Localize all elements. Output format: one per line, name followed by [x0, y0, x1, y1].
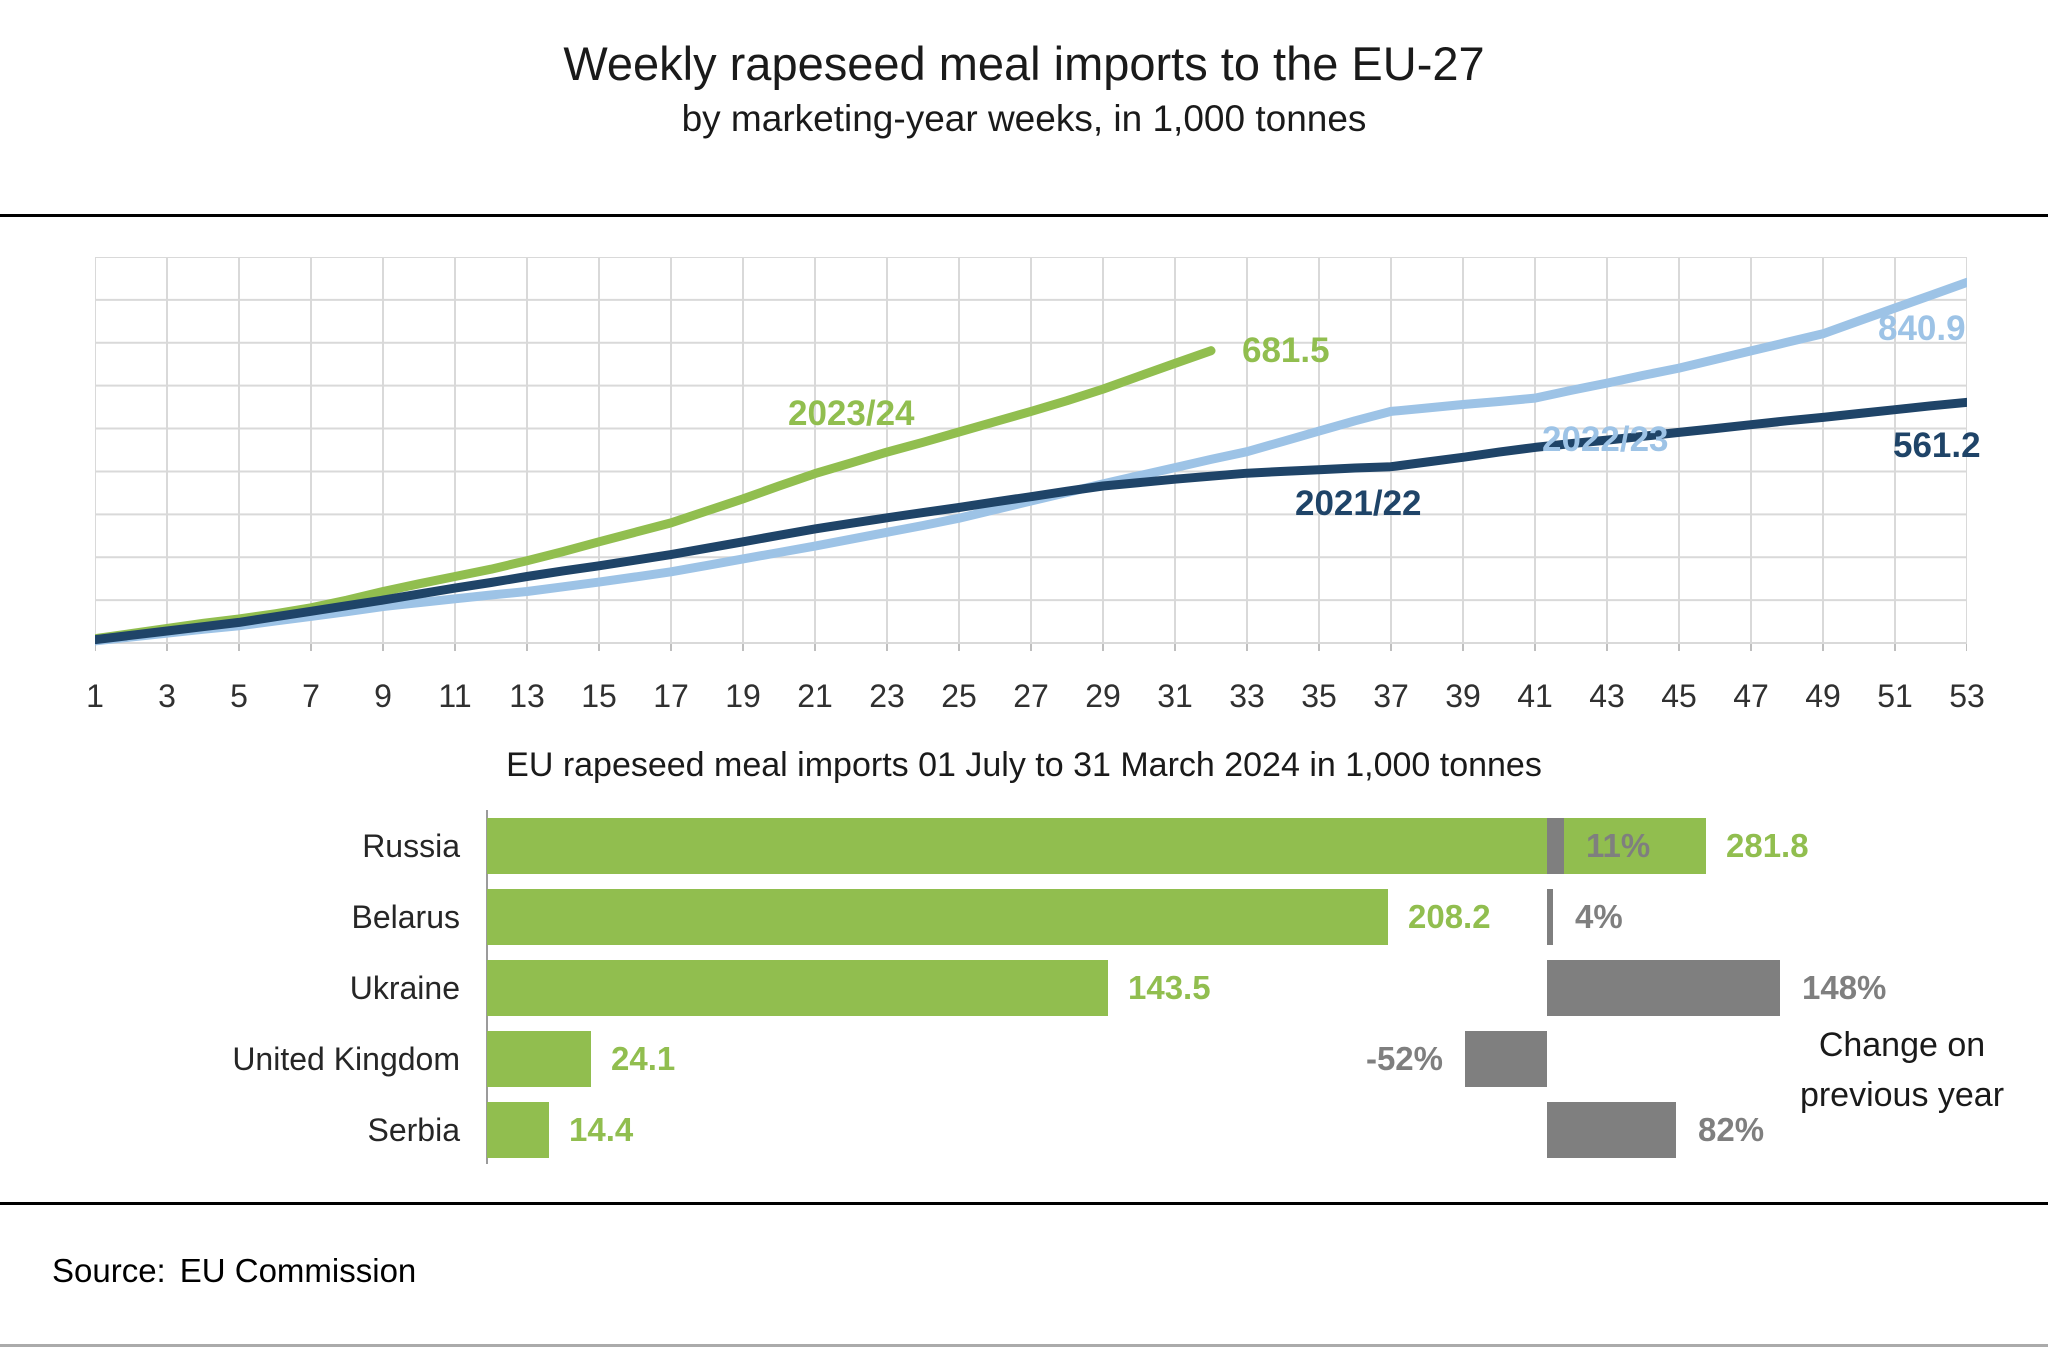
bottom-divider [0, 1202, 2048, 1205]
x-tick-label: 53 [1949, 678, 1985, 714]
x-tick-label: 27 [1013, 678, 1049, 714]
x-tick-label: 39 [1445, 678, 1481, 714]
series-end-value-2021-22: 561.2 [1893, 426, 1981, 465]
bar-chart-title: EU rapeseed meal imports 01 July to 31 M… [506, 746, 1542, 784]
change-bar [1547, 1102, 1676, 1158]
series-line-2021-22 [95, 397, 1967, 645]
x-tick-label: 41 [1517, 678, 1553, 714]
x-tick-label: 1 [86, 678, 104, 714]
x-tick-label: 43 [1589, 678, 1625, 714]
series-label-2023-24: 2023/24 [788, 394, 915, 433]
change-value-label: -52% [1365, 1040, 1443, 1077]
source-label: Source: [52, 1252, 166, 1289]
page-subtitle: by marketing-year weeks, in 1,000 tonnes [681, 98, 1367, 139]
bottom-edge-line [0, 1344, 2048, 1347]
bar-value-label: 14.4 [569, 1111, 634, 1148]
x-tick-label: 25 [941, 678, 977, 714]
change-value-label: 11% [1586, 827, 1651, 864]
series-label-2021-22: 2021/22 [1295, 484, 1422, 523]
x-tick-label: 29 [1085, 678, 1121, 714]
change-value-label: 82% [1698, 1111, 1765, 1148]
change-bar [1465, 1031, 1547, 1087]
bar-category-label: Serbia [367, 1112, 461, 1148]
change-bar [1547, 818, 1564, 874]
value-bar [487, 889, 1388, 945]
bar-category-label: Russia [362, 828, 460, 864]
top-divider [0, 214, 2048, 217]
bar-value-label: 143.5 [1128, 969, 1211, 1006]
x-tick-label: 45 [1661, 678, 1697, 714]
change-value-label: 4% [1575, 898, 1623, 935]
change-annotation: Change on previous year [1799, 1026, 2005, 1114]
x-tick-label: 23 [869, 678, 905, 714]
source-note: Source: EU Commission [52, 1252, 430, 1290]
x-tick-label: 35 [1301, 678, 1337, 714]
bar-category-label: United Kingdom [232, 1041, 460, 1077]
x-tick-label: 9 [374, 678, 392, 714]
value-bar [487, 1102, 549, 1158]
x-tick-label: 5 [230, 678, 248, 714]
x-tick-label: 47 [1733, 678, 1769, 714]
series-end-value-2023-24: 681.5 [1242, 331, 1330, 370]
change-value-label: 148% [1802, 969, 1887, 1006]
x-tick-label: 31 [1157, 678, 1193, 714]
bar-value-label: 24.1 [611, 1040, 676, 1077]
line-chart-plot [95, 257, 1967, 651]
x-tick-label: 11 [438, 678, 472, 714]
source-value: EU Commission [179, 1252, 417, 1289]
x-tick-label: 49 [1805, 678, 1841, 714]
x-tick-label: 21 [797, 678, 833, 714]
change-bar [1547, 889, 1553, 945]
x-tick-label: 51 [1877, 678, 1913, 714]
x-tick-label: 37 [1373, 678, 1409, 714]
bar-value-label: 281.8 [1726, 827, 1809, 864]
x-tick-label: 17 [653, 678, 689, 714]
x-tick-label: 7 [302, 678, 320, 714]
page-title: Weekly rapeseed meal imports to the EU-2… [563, 37, 1485, 90]
bar-value-label: 208.2 [1408, 898, 1491, 935]
value-bar [487, 960, 1108, 1016]
x-tick-label: 19 [725, 678, 761, 714]
bar-category-label: Belarus [351, 899, 461, 935]
bar-category-label: Ukraine [349, 970, 460, 1006]
x-tick-label: 15 [581, 678, 617, 714]
series-label-2022-23: 2022/23 [1542, 420, 1669, 459]
series-end-value-2022-23: 840.9 [1878, 309, 1966, 348]
value-bar [487, 1031, 591, 1087]
value-bar [487, 818, 1706, 874]
x-tick-label: 3 [158, 678, 176, 714]
change-bar [1547, 960, 1780, 1016]
x-tick-label: 13 [509, 678, 545, 714]
x-tick-label: 33 [1229, 678, 1265, 714]
